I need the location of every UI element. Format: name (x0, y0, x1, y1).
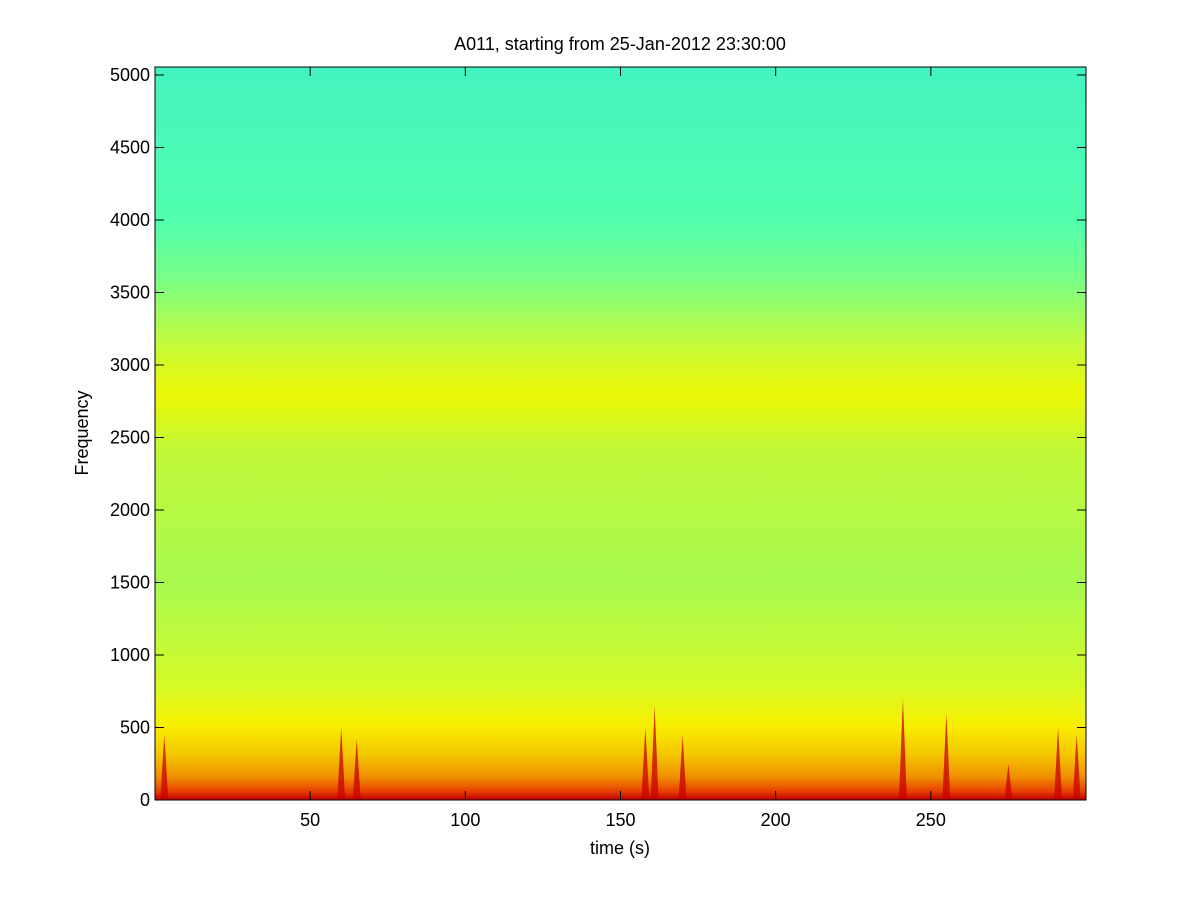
burst (1072, 734, 1081, 800)
burst (337, 727, 346, 800)
y-tick-label: 1500 (110, 572, 150, 592)
burst (160, 734, 169, 800)
x-tick-label: 100 (450, 810, 480, 830)
y-tick-label: 5000 (110, 65, 150, 85)
burst (898, 698, 907, 800)
y-tick-label: 1000 (110, 645, 150, 665)
burst (1004, 763, 1013, 800)
y-tick-label: 2000 (110, 500, 150, 520)
x-tick-label: 150 (605, 810, 635, 830)
y-axis-label: Frequency (72, 390, 92, 475)
y-tick-label: 3000 (110, 355, 150, 375)
y-tick-label: 2500 (110, 427, 150, 447)
x-tick-label: 200 (761, 810, 791, 830)
y-tick-label: 3500 (110, 282, 150, 302)
y-tick-label: 4500 (110, 137, 150, 157)
burst (1054, 727, 1063, 800)
burst (650, 705, 659, 800)
chart-title: A011, starting from 25-Jan-2012 23:30:00 (454, 34, 786, 54)
burst (352, 739, 361, 800)
heatmap (155, 67, 1086, 800)
burst (942, 712, 951, 800)
burst (641, 727, 650, 800)
y-tick-label: 4000 (110, 210, 150, 230)
x-axis-label: time (s) (590, 838, 650, 858)
burst (678, 734, 687, 800)
y-tick-label: 500 (120, 717, 150, 737)
y-tick-label: 0 (140, 790, 150, 810)
x-tick-label: 50 (300, 810, 320, 830)
x-tick-label: 250 (916, 810, 946, 830)
